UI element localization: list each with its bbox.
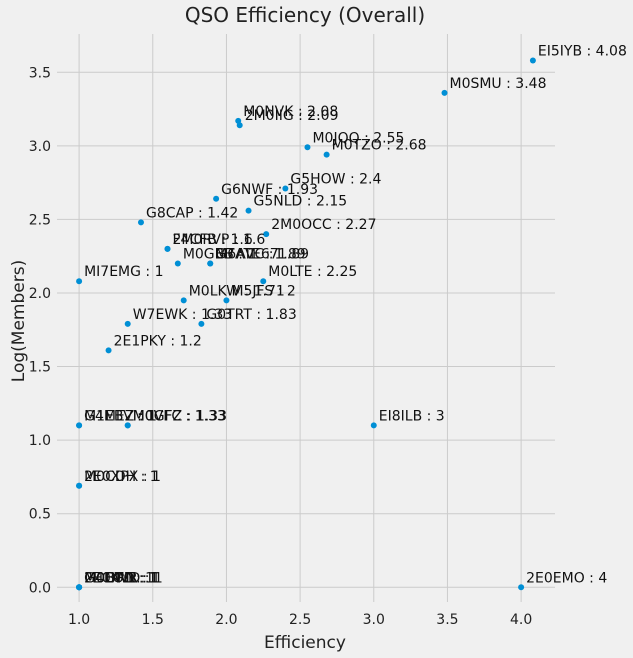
plot-area [57,34,555,602]
x-tick-label: 1.5 [142,612,164,628]
x-tick-label: 4.0 [510,612,532,628]
data-point-label: M0CTO : 1 [84,570,157,586]
data-point-label: M0NVK : 2.08 [243,104,338,120]
data-point-label: G5HOW : 2.4 [290,172,381,188]
y-tick-label: 1.0 [29,433,51,449]
x-tick-label: 3.5 [436,612,458,628]
data-point [282,185,289,192]
data-point [260,278,267,285]
data-point-label: M0LTE : 2.25 [268,264,357,280]
data-point-label: M0BWR : 1 [84,570,160,586]
data-point [518,584,525,591]
data-point-label: M6AVC : 1.89 [215,247,309,263]
x-axis-label: Efficiency [264,633,346,653]
x-tick-labels: 1.0 1.5 2.0 2.5 3.0 3.5 4.0 [68,612,532,628]
data-point-label: G5NLD : 2.15 [254,194,348,210]
x-tick-label: 3.0 [363,612,385,628]
data-point-label: M0SMU : 3.48 [449,76,546,92]
data-point [124,320,131,327]
data-point-label: M0JQQ : 2.55 [312,130,404,146]
y-tick-label: 3.5 [29,65,51,81]
y-tick-label: 2.5 [29,212,51,228]
data-point-label: M0LKW : 1.71 [189,283,285,299]
data-point [76,278,83,285]
data-point-label: M5JFS : 2 [231,283,295,299]
data-point [304,144,311,151]
data-point-label: EI8ILB : 3 [379,408,445,424]
data-point [263,231,270,238]
data-point-label: M0GFZ : 1.33 [133,408,227,424]
data-point-label: 2E0KVD : 1 [84,570,163,586]
data-point-label: W7EWK : 1.33 [133,307,232,323]
data-points [76,57,536,591]
data-point-label: 2E1PKY : 1.2 [114,333,202,349]
data-point [245,207,252,214]
data-point [164,245,171,252]
data-point [76,584,83,591]
grid [57,34,555,602]
data-point-label: G4EOL : 1 [84,570,154,586]
data-point [441,89,448,96]
data-point-label: 2M0RVP : 1.6 [173,232,266,248]
data-point-label: M0VFC : 1.33 [133,408,226,424]
data-point-label: F4CFB : 1.6 [173,232,253,248]
data-point-label: 2E0XPX : 1 [84,469,161,485]
x-tick-label: 2.0 [215,612,237,628]
data-point-label: G6NWF : 1.93 [221,182,318,198]
y-tick-label: 2.0 [29,286,51,302]
data-point [105,347,112,354]
y-tick-label: 3.0 [29,139,51,155]
data-point [370,422,377,429]
data-point [180,297,187,304]
data-point [198,320,205,327]
data-point-label: M0CDH : 1 [84,469,159,485]
y-axis-label: Log(Members) [9,260,29,382]
data-point [213,195,220,202]
data-point-label: 2E0EMO : 4 [526,570,607,586]
data-point-label: MI7EMG : 1 [84,264,163,280]
y-tick-label: 1.5 [29,360,51,376]
data-point [207,260,214,267]
data-point [323,151,330,158]
data-point-label: G0TRT : 1.83 [206,307,296,323]
data-point [236,122,243,129]
x-tick-label: 1.0 [68,612,90,628]
data-point-label: G7ATE : 1.89 [215,247,305,263]
data-point-label: M1EBV : 1 [84,408,155,424]
data-point-label: M0DRN : 1 [84,570,158,586]
data-point [124,422,131,429]
data-point-label: 2M0OCC : 2.27 [271,217,376,233]
data-point-label: G8CAP : 1.42 [146,205,238,221]
data-point [76,482,83,489]
x-tick-label: 2.5 [289,612,311,628]
chart-title: QSO Efficiency (Overall) [185,3,425,27]
data-point-label: 2M0IIG : 2.09 [245,108,339,124]
data-point-label: M0GBB : 1.67 [183,247,279,263]
y-tick-labels: 0.0 0.5 1.0 1.5 2.0 2.5 3.0 3.5 [29,65,51,596]
y-tick-label: 0.5 [29,507,51,523]
data-point-label: G4MEZ : 1 [84,408,157,424]
data-point-label: M0TZO : 2.68 [332,138,427,154]
y-tick-label: 0.0 [29,580,51,596]
data-point [174,260,181,267]
data-point [76,422,83,429]
data-point [529,57,536,64]
data-point-label: EI5IYB : 4.08 [538,43,627,59]
data-point [137,219,144,226]
data-point [223,297,230,304]
